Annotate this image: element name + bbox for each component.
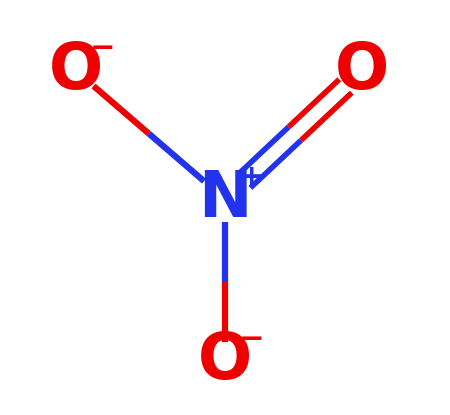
Text: O: O <box>198 330 252 392</box>
Text: N: N <box>198 168 252 230</box>
Text: −: − <box>90 34 115 63</box>
Text: −: − <box>239 325 265 354</box>
Text: O: O <box>335 39 389 102</box>
Text: O: O <box>49 39 103 102</box>
Text: +: + <box>239 163 265 192</box>
